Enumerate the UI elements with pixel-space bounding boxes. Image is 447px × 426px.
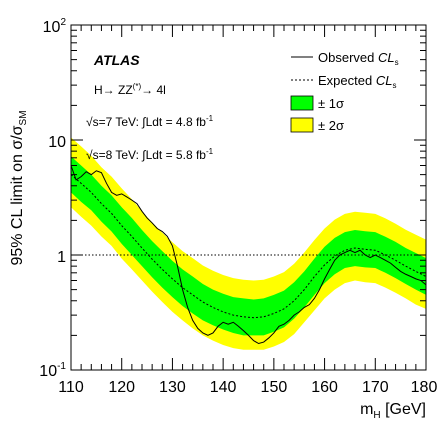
x-tick-label: 150 — [261, 379, 288, 396]
process-label: H→ ZZ(*)→ 4l — [94, 82, 166, 97]
x-tick-label: 130 — [159, 379, 186, 396]
observed-cls-line — [71, 165, 426, 345]
expected-cls-line — [71, 174, 426, 319]
legend-one-sigma-label: ± 1σ — [318, 96, 344, 111]
x-tick-label: 140 — [210, 379, 237, 396]
plot-frame — [70, 24, 427, 371]
legend: Observed CLs Expected CLs ± 1σ ± 2σ — [290, 50, 399, 133]
x-tick-label: 160 — [311, 379, 338, 396]
legend-expected-label: Expected CLs — [318, 73, 396, 90]
legend-observed-label: Observed CLs — [318, 50, 399, 67]
y-tick-label-10: 10 — [48, 134, 66, 151]
x-tick-label: 120 — [108, 379, 135, 396]
legend-one-sigma-swatch — [290, 95, 314, 111]
lumi-8tev-label: √s=8 TeV: ∫Ldt = 5.8 fb-1 — [86, 147, 214, 162]
annotations: ATLAS H→ ZZ(*)→ 4l √s=7 TeV: ∫Ldt = 4.8 … — [86, 52, 214, 162]
two-sigma-band — [71, 137, 426, 350]
plot-area — [71, 137, 426, 350]
y-tick-label-1: 1 — [57, 249, 66, 266]
y-axis-title: 95% CL limit on σ/σSM — [9, 110, 29, 265]
x-tick-label: 170 — [362, 379, 389, 396]
legend-two-sigma-label: ± 2σ — [318, 118, 344, 133]
lumi-7tev-label: √s=7 TeV: ∫Ldt = 4.8 fb-1 — [86, 114, 214, 129]
x-tick-label: 180 — [411, 379, 438, 396]
legend-two-sigma-swatch — [290, 117, 314, 133]
axis-ticks — [70, 25, 427, 371]
x-tick-label: 110 — [58, 379, 84, 396]
one-sigma-band — [71, 156, 426, 336]
x-tick-labels: 110 120 130 140 150 160 170 180 — [58, 379, 437, 396]
experiment-label: ATLAS — [93, 52, 140, 68]
